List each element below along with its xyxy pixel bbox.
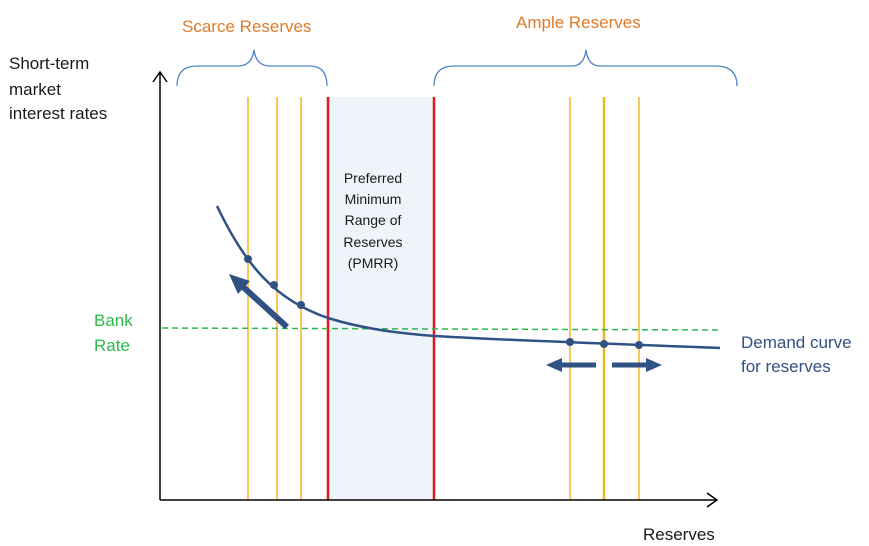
x-axis-label: Reserves xyxy=(643,525,715,544)
curve-point-3 xyxy=(297,301,305,309)
curve-point-6 xyxy=(635,341,643,349)
ample-reserves-label: Ample Reserves xyxy=(516,13,641,32)
bank-rate-label-line-1: Bank xyxy=(94,311,133,330)
pmrr-label-line-2: Minimum xyxy=(344,191,402,207)
y-axis-label-line-2: market xyxy=(9,80,61,99)
curve-point-1 xyxy=(244,255,252,263)
pmrr-label-line-3: Range of xyxy=(344,212,402,228)
ample-brace xyxy=(433,49,738,87)
curve-point-4 xyxy=(566,338,574,346)
x-axis-arrowhead xyxy=(706,492,719,508)
curve-point-5 xyxy=(600,340,608,348)
arrow-up-left-icon xyxy=(229,274,290,330)
y-axis-arrowhead xyxy=(152,70,168,83)
scarce-reserves-label: Scarce Reserves xyxy=(182,17,312,36)
bank-rate-label-line-2: Rate xyxy=(94,336,130,355)
pmrr-label-line-4: Reserves xyxy=(343,234,403,250)
y-axis-label-line-1: Short-term xyxy=(9,54,90,73)
demand-curve-label-line-2: for reserves xyxy=(741,357,831,376)
pmrr-label-line-5: (PMRR) xyxy=(347,255,399,271)
curve-point-2 xyxy=(270,281,278,289)
left-right-arrows-icon xyxy=(546,358,662,372)
pmrr-band xyxy=(328,97,434,500)
pmrr-label-line-1: Preferred xyxy=(343,170,403,186)
scarce-brace xyxy=(176,49,328,87)
y-axis-label-line-3: interest rates xyxy=(9,104,108,123)
demand-curve xyxy=(215,205,721,350)
demand-curve-label-line-1: Demand curve xyxy=(741,333,852,352)
bank-rate-line xyxy=(161,327,721,331)
